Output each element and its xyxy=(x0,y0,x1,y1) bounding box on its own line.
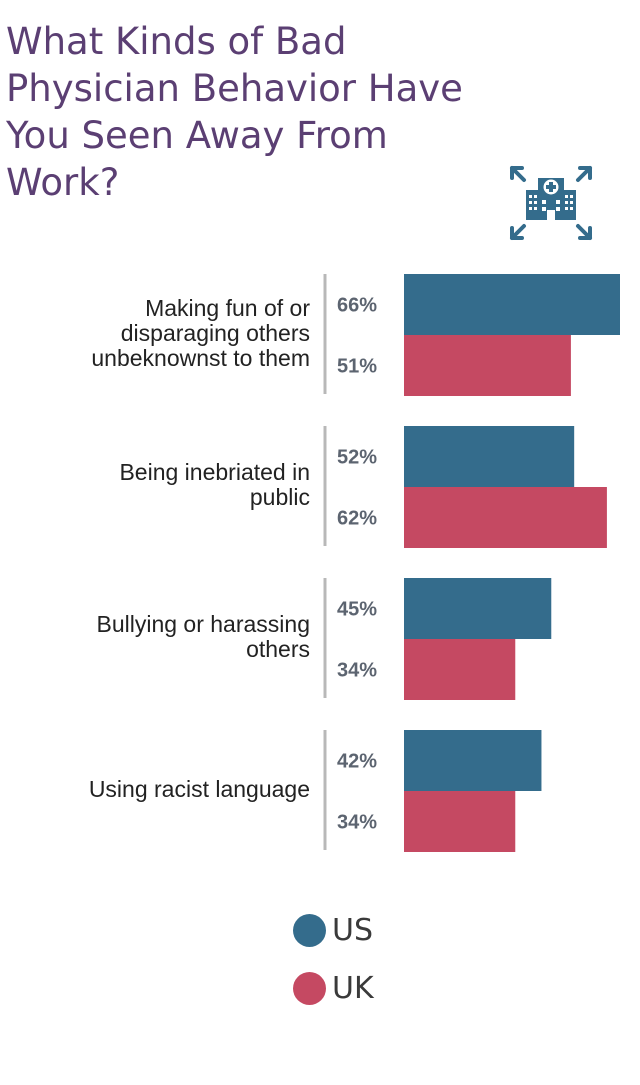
value-label-us-bullying-or-harassing: 45% xyxy=(337,599,377,621)
value-label-uk-bullying-or-harassing: 34% xyxy=(337,660,377,682)
legend-label-uk: UK xyxy=(332,970,374,1006)
bar-us-using-racist-language xyxy=(404,730,542,791)
legend-label-us: US xyxy=(332,912,374,948)
bar-chart: 66% 51% 52% 62% 45% 34% 42% 34% xyxy=(323,274,620,852)
category-label: Using racist language xyxy=(88,775,310,802)
category-label: Being inebriated in public xyxy=(119,459,310,510)
bar-uk-bullying-or-harassing xyxy=(404,639,516,700)
bar-uk-making-fun-of xyxy=(404,335,571,396)
value-label-us-making-fun-of: 66% xyxy=(337,295,377,317)
bar-us-being-inebriated-in xyxy=(404,426,575,487)
legend-swatch-uk xyxy=(293,971,326,1005)
legend-item-uk: UK xyxy=(293,963,374,1013)
value-label-us-using-racist-language: 42% xyxy=(337,751,377,773)
bar-uk-using-racist-language xyxy=(404,791,516,852)
hospital-expand-icon xyxy=(506,160,596,246)
category-label: Making fun of or disparaging others unbe… xyxy=(91,294,310,371)
value-label-us-being-inebriated-in: 52% xyxy=(337,447,377,469)
value-label-uk-using-racist-language: 34% xyxy=(337,812,377,834)
bar-uk-being-inebriated-in xyxy=(404,487,607,548)
value-label-uk-making-fun-of: 51% xyxy=(337,356,377,378)
value-label-uk-being-inebriated-in: 62% xyxy=(337,508,377,530)
legend-item-us: US xyxy=(293,905,374,955)
category-label: Bullying or harassing others xyxy=(96,611,310,662)
legend: US UK xyxy=(293,905,374,1021)
legend-swatch-us xyxy=(293,913,326,947)
bar-us-making-fun-of xyxy=(404,274,620,335)
bar-us-bullying-or-harassing xyxy=(404,578,552,639)
chart-title: What Kinds of Bad Physician Behavior Hav… xyxy=(6,20,463,204)
